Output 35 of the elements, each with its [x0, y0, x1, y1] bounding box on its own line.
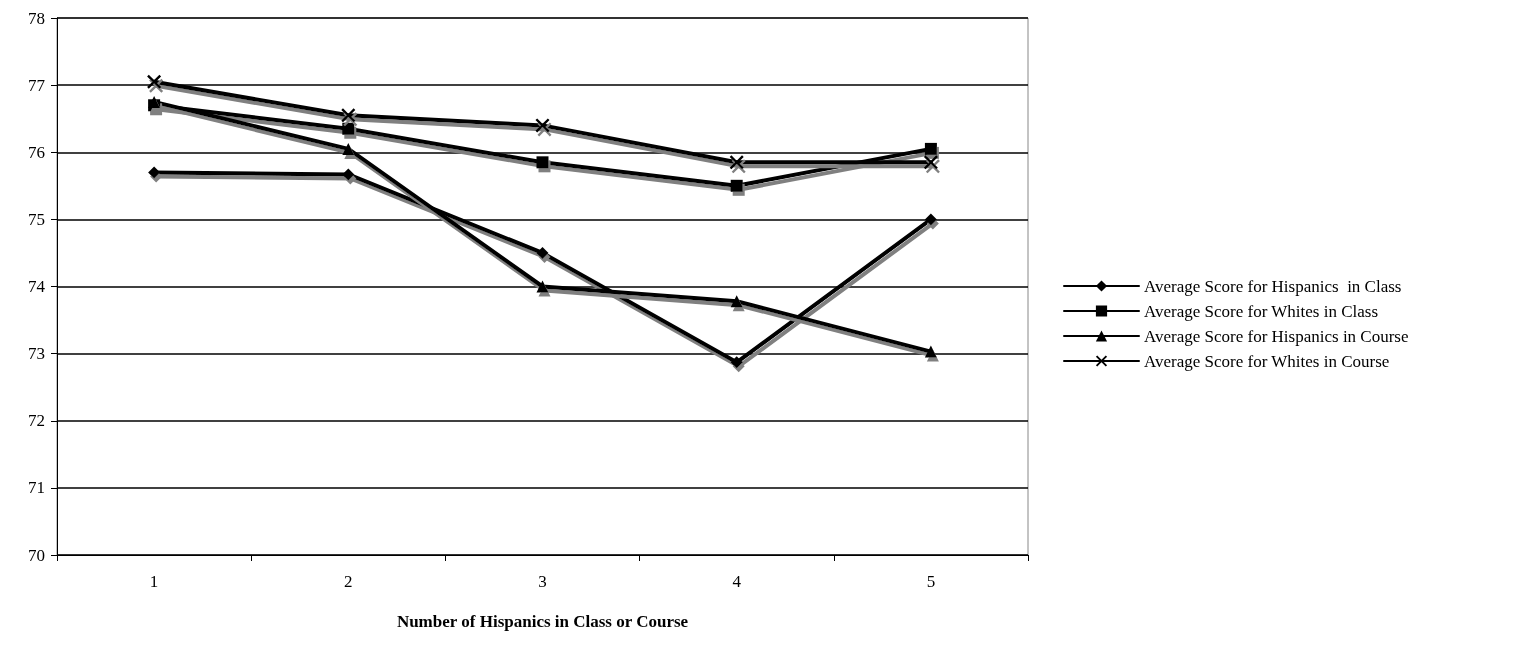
point	[924, 345, 937, 358]
y-tick-label: 70	[28, 545, 45, 565]
y-tick-label: 71	[28, 478, 45, 498]
point	[342, 142, 355, 155]
point	[924, 213, 937, 226]
x-tick-label: 3	[538, 572, 547, 591]
point	[535, 118, 550, 133]
point	[729, 155, 744, 170]
point	[536, 280, 549, 293]
point	[536, 246, 549, 259]
point	[341, 108, 356, 123]
x-tick-label: 2	[344, 572, 353, 591]
point	[924, 142, 937, 155]
point	[730, 356, 743, 369]
y-tick-label: 74	[28, 277, 46, 296]
x-tick-label: 4	[732, 572, 742, 591]
x-axis-title: Number of Hispanics in Class or Course	[396, 612, 689, 631]
x-tick-label: 5	[926, 572, 936, 591]
y-tick-label: 77	[28, 75, 46, 95]
legend-label: Average Score for Whites in Class	[1144, 301, 1378, 321]
legend-label: Average Score for Hispanics in Course	[1144, 326, 1409, 346]
y-tick-label: 76	[28, 142, 45, 162]
y-tick-label: 72	[28, 411, 45, 431]
point	[730, 295, 743, 308]
point	[536, 156, 549, 169]
y-tick-label: 75	[28, 209, 45, 229]
point	[730, 179, 743, 192]
point	[147, 74, 162, 89]
point	[342, 122, 355, 135]
legend-label: Average Score for Hispanics in Class	[1144, 276, 1402, 296]
x-tick-label: 1	[149, 572, 159, 591]
point	[923, 155, 938, 170]
y-tick-label: 78	[28, 8, 45, 28]
legend-label: Average Score for Whites in Course	[1144, 351, 1390, 371]
y-tick-label: 73	[28, 344, 45, 364]
